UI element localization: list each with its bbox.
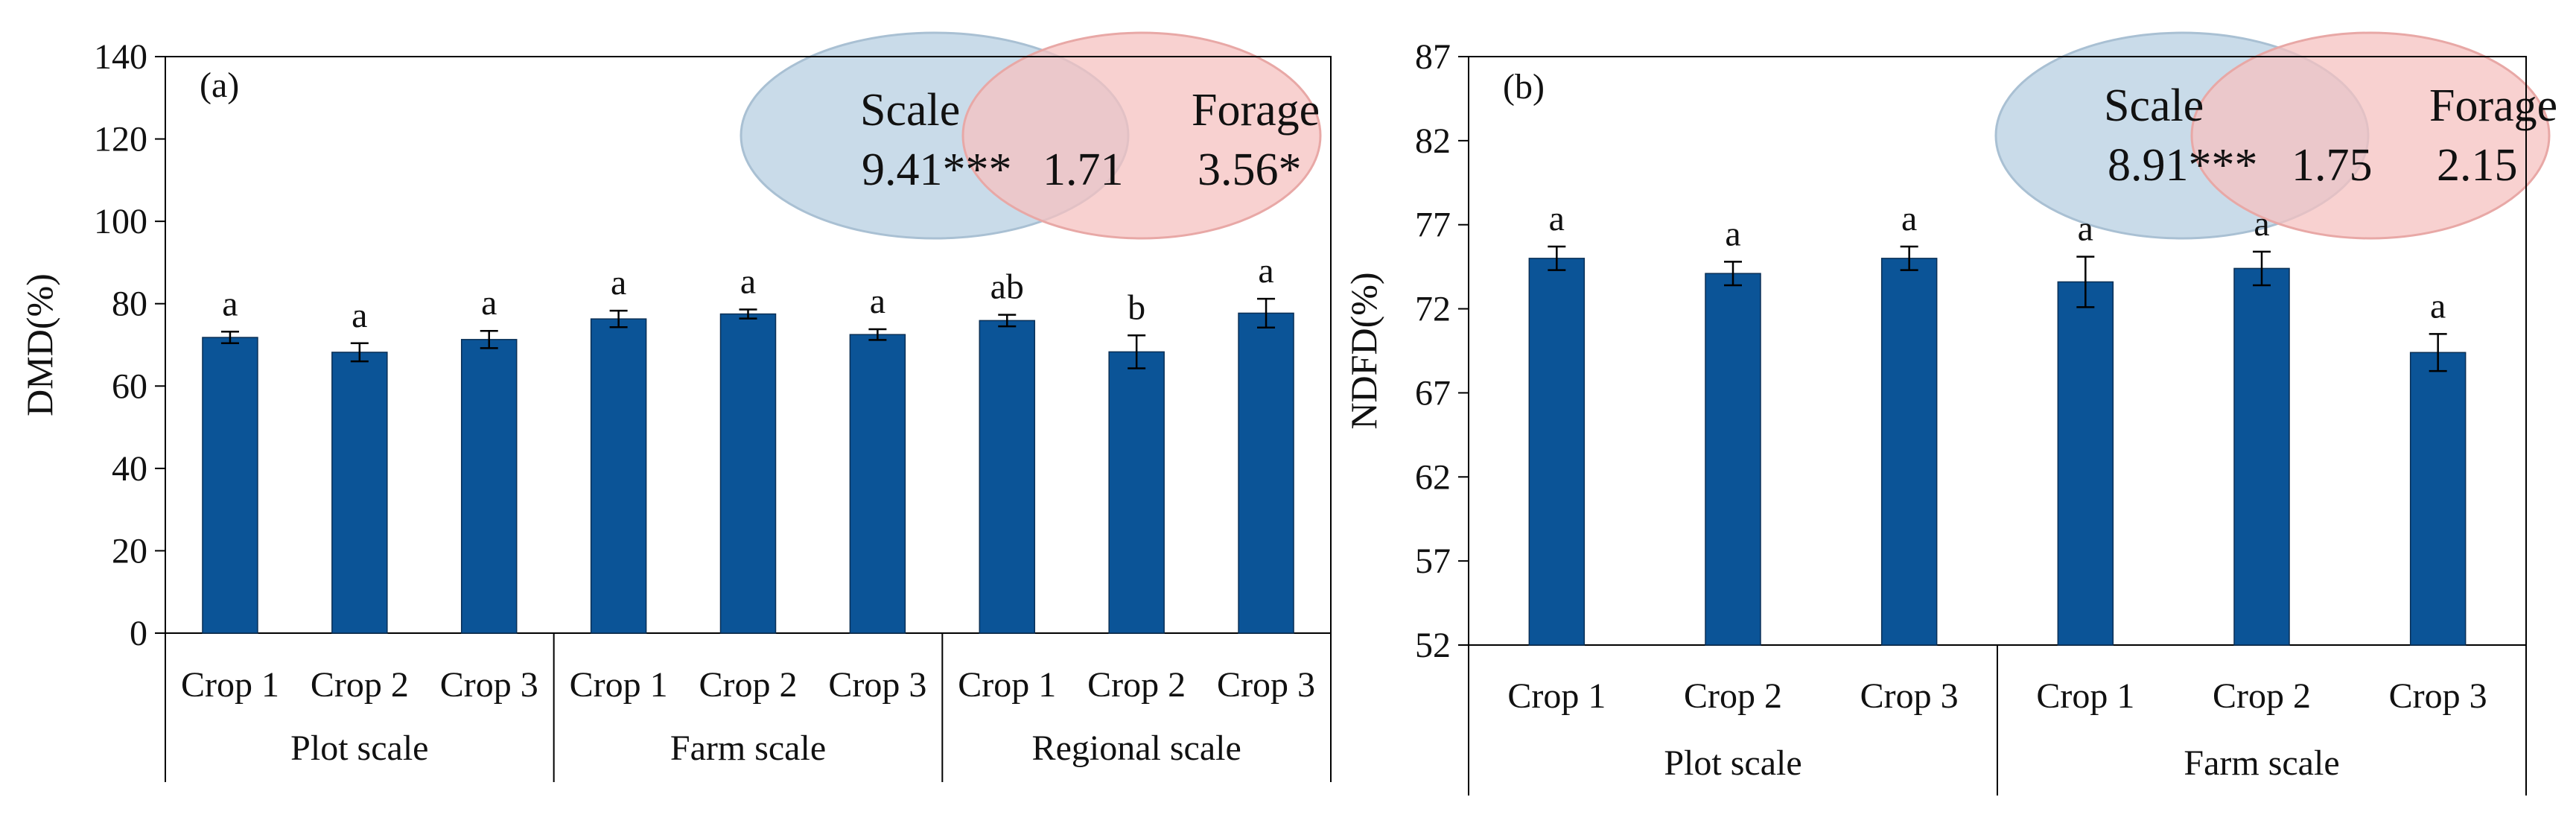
significance-letter: b bbox=[1128, 288, 1145, 327]
y-tick-label: 80 bbox=[112, 285, 147, 324]
bar bbox=[1108, 351, 1165, 634]
x-category-label: Crop 1 bbox=[2036, 676, 2134, 716]
bar bbox=[979, 320, 1036, 634]
x-category-label: Crop 3 bbox=[828, 665, 926, 705]
significance-letter: a bbox=[1549, 199, 1565, 238]
venn-forage-label: Forage bbox=[2429, 80, 2557, 131]
y-tick-label: 140 bbox=[94, 37, 147, 77]
x-category-label: Crop 1 bbox=[181, 665, 279, 705]
y-tick-label: 62 bbox=[1415, 457, 1451, 497]
bar bbox=[1705, 273, 1761, 646]
venn-forage-ellipse bbox=[961, 31, 1322, 240]
bar bbox=[1880, 258, 1938, 646]
y-tick-label: 0 bbox=[130, 614, 147, 653]
y-tick-label: 52 bbox=[1415, 626, 1451, 665]
y-tick-label: 20 bbox=[112, 531, 147, 571]
significance-letter: a bbox=[611, 263, 626, 302]
venn-scale-label: Scale bbox=[860, 85, 960, 136]
x-category-label: Crop 2 bbox=[311, 665, 409, 705]
x-category-label: Crop 1 bbox=[570, 665, 668, 705]
significance-letter: a bbox=[1725, 214, 1740, 253]
venn-overlap-value: 1.71 bbox=[1043, 145, 1124, 195]
x-category-label: Crop 1 bbox=[1507, 676, 1606, 716]
y-tick-label: 60 bbox=[112, 366, 147, 406]
bar bbox=[331, 352, 388, 634]
y-axis-label: NDFD(%) bbox=[1343, 272, 1384, 429]
x-category-label: Crop 2 bbox=[1684, 676, 1782, 716]
x-group-label: Farm scale bbox=[2184, 743, 2339, 783]
significance-letter: a bbox=[352, 296, 367, 335]
x-group-label: Farm scale bbox=[670, 728, 826, 768]
x-category-label: Crop 2 bbox=[699, 665, 798, 705]
chart-panel-b: Scale 8.91*** 1.75 Forage 2.15 52 57 62 67 72 77 82… bbox=[1343, 31, 2557, 796]
significance-letter: a bbox=[2430, 286, 2446, 326]
x-category-label: Crop 3 bbox=[440, 665, 538, 705]
y-tick-label: 72 bbox=[1415, 290, 1451, 329]
x-category-label: Crop 2 bbox=[2213, 676, 2311, 716]
y-tick-label: 77 bbox=[1415, 206, 1451, 245]
venn-scale-value: 8.91*** bbox=[2108, 140, 2258, 191]
y-axis-label: DMD(%) bbox=[19, 273, 60, 416]
venn-forage-label: Forage bbox=[1192, 85, 1320, 136]
y-tick-label: 87 bbox=[1415, 37, 1451, 77]
x-group-label: Plot scale bbox=[290, 728, 428, 768]
significance-letter: a bbox=[1901, 199, 1917, 238]
bar bbox=[2409, 352, 2467, 646]
significance-letter: ab bbox=[990, 267, 1024, 307]
y-tick-label: 82 bbox=[1415, 121, 1451, 161]
panel-label: (b) bbox=[1503, 67, 1545, 107]
venn-forage-ellipse bbox=[2190, 31, 2551, 240]
venn-scale-label: Scale bbox=[2104, 80, 2204, 131]
significance-letter: a bbox=[870, 282, 885, 321]
bar bbox=[1238, 312, 1294, 634]
significance-letter: a bbox=[2254, 204, 2269, 244]
x-group-label: Plot scale bbox=[1664, 743, 1801, 783]
significance-letter: a bbox=[1258, 251, 1273, 290]
y-tick-label: 57 bbox=[1415, 542, 1451, 581]
y-tick-label: 120 bbox=[94, 120, 147, 159]
bar bbox=[460, 339, 518, 634]
significance-letter: a bbox=[222, 284, 238, 323]
x-group-label: Regional scale bbox=[1032, 728, 1241, 768]
venn-forage-value: 3.56* bbox=[1198, 145, 1302, 195]
bar bbox=[1528, 258, 1586, 646]
significance-letter: a bbox=[740, 261, 756, 301]
panel-label: (a) bbox=[200, 66, 239, 105]
chart-panel-a: Scale 9.41*** 1.71 Forage 3.56* 0 20 40 60 80 100 1… bbox=[19, 31, 1332, 782]
venn-scale-value: 9.41*** bbox=[862, 145, 1012, 195]
x-category-label: Crop 2 bbox=[1087, 665, 1186, 705]
x-category-label: Crop 3 bbox=[1860, 676, 1959, 716]
x-category-label: Crop 3 bbox=[2389, 676, 2487, 716]
y-tick-label: 40 bbox=[112, 449, 147, 489]
y-tick-label: 100 bbox=[94, 202, 147, 241]
bar bbox=[202, 337, 258, 634]
bar bbox=[2233, 267, 2290, 646]
x-category-label: Crop 1 bbox=[958, 665, 1056, 705]
venn-overlap-value: 1.75 bbox=[2292, 140, 2373, 191]
x-category-label: Crop 3 bbox=[1217, 665, 1315, 705]
venn-forage-value: 2.15 bbox=[2437, 140, 2518, 191]
bar bbox=[719, 313, 777, 634]
significance-letter: a bbox=[481, 283, 497, 323]
bar bbox=[849, 334, 906, 634]
bar bbox=[2057, 281, 2114, 646]
bar bbox=[590, 318, 647, 634]
significance-letter: a bbox=[2078, 209, 2093, 249]
y-tick-label: 67 bbox=[1415, 373, 1451, 413]
